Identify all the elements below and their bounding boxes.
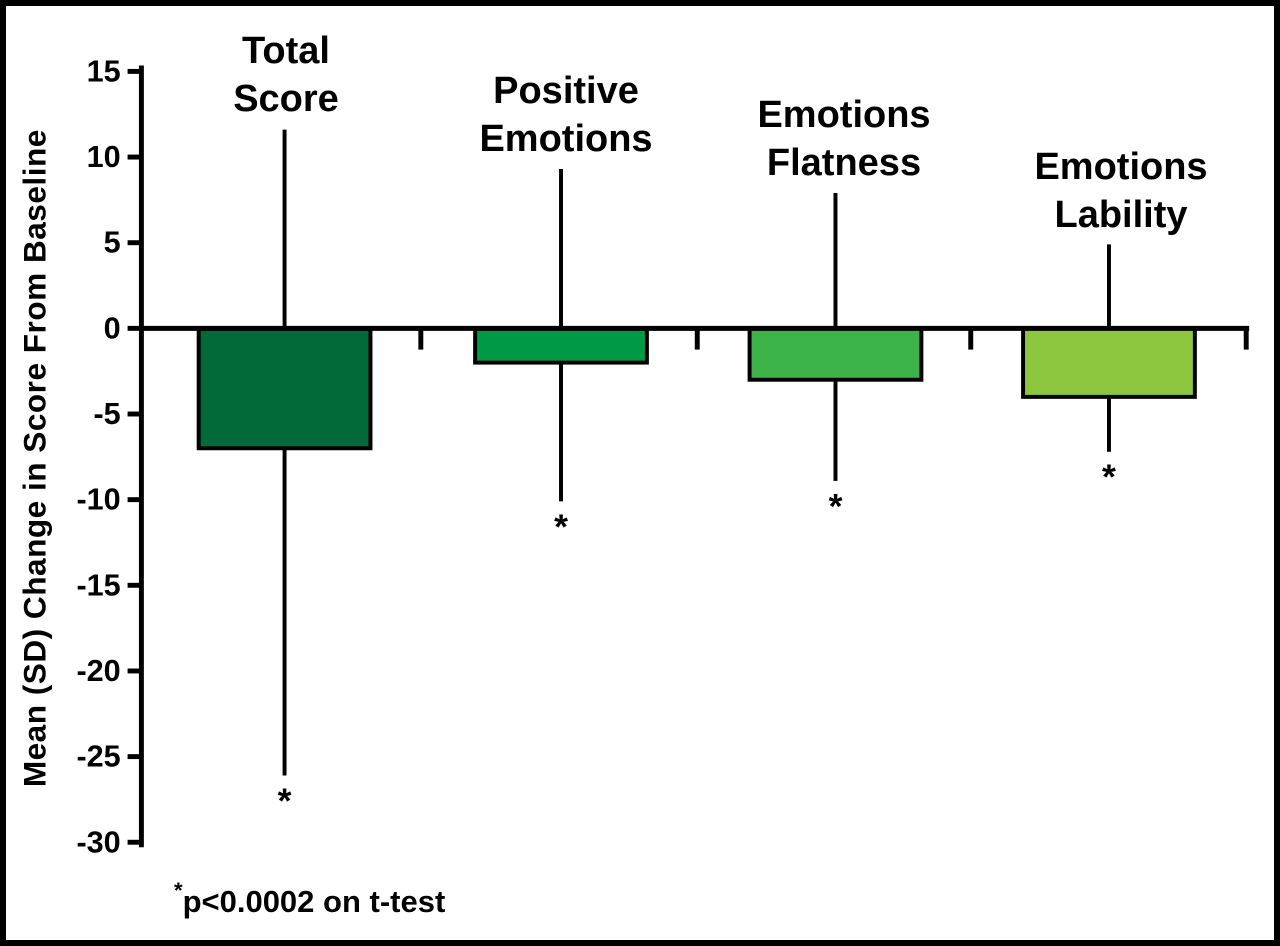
significance-asterisk-total-score: * <box>278 781 292 821</box>
footnote-text: p<0.0002 on t-test <box>182 884 446 919</box>
significance-asterisk-positive-emotions: * <box>554 507 568 547</box>
bar-positive-emotions <box>473 326 649 365</box>
y-axis-tick-label--15: -15 <box>76 568 120 602</box>
footnote-asterisk: * <box>174 878 183 903</box>
y-axis-tick-label-15: 15 <box>87 54 121 88</box>
y-axis-tick-label--20: -20 <box>76 654 120 688</box>
y-axis-tick-label-0: 0 <box>104 311 121 345</box>
y-axis-tick-label-5: 5 <box>104 226 121 260</box>
y-axis-title: Mean (SD) Change in Score From Baseline <box>17 129 53 787</box>
category-label-emotions-flatness: Emotions Flatness <box>757 94 931 185</box>
bar-chart: 15 10 5 0 -5 -10 -15 -20 -25 -30 * * * * Mean (SD) Cha… <box>17 54 1250 859</box>
category-label-emotions-lability: Emotions Lability <box>1034 146 1208 237</box>
bar-total-score <box>196 326 373 451</box>
y-axis-tick-label--25: -25 <box>76 740 120 774</box>
y-axis-tick-label--10: -10 <box>76 483 120 517</box>
y-axis-tick-label--5: -5 <box>93 397 120 431</box>
y-axis-tick-label--30: -30 <box>76 825 120 859</box>
bar-emotions-flatness <box>747 326 924 382</box>
bar-emotions-lability <box>1021 326 1197 399</box>
significance-asterisk-emotions-flatness: * <box>829 486 843 526</box>
category-label-positive-emotions: Positive Emotions <box>479 70 653 161</box>
significance-asterisk-emotions-lability: * <box>1102 457 1116 497</box>
y-axis-tick-label-10: 10 <box>87 140 121 174</box>
category-label-total-score: Total Score <box>233 30 339 121</box>
footnote: *p<0.0002 on t-test <box>174 878 445 920</box>
